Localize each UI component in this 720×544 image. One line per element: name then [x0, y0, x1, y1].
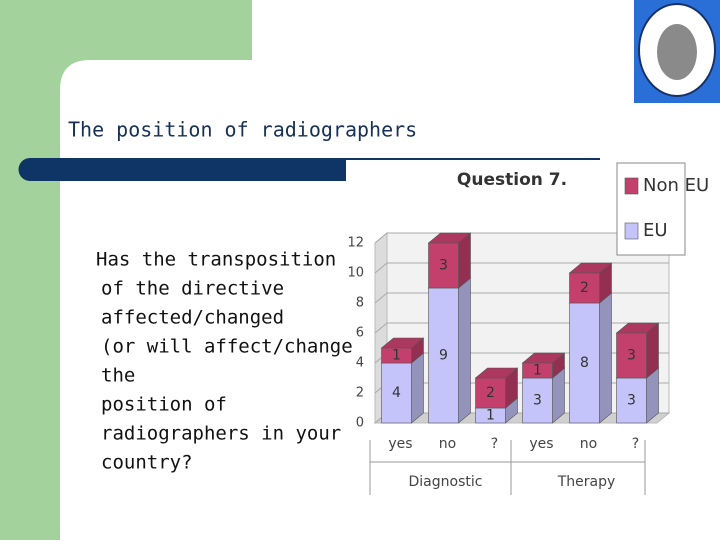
- x-tick-label: yes: [529, 436, 553, 452]
- logo-portrait: [657, 24, 697, 80]
- legend-swatch: [624, 222, 639, 240]
- y-tick-label: 8: [356, 296, 364, 311]
- slide-title: The position of radiographers: [68, 118, 417, 142]
- value-label: 1: [486, 408, 495, 424]
- grid-line: [374, 232, 669, 244]
- value-label: 4: [392, 385, 401, 401]
- chart-title: Question 7.: [457, 170, 567, 190]
- bar: [381, 347, 412, 364]
- value-label: 3: [627, 348, 636, 364]
- bar-side: [599, 292, 612, 424]
- y-tick-label: 12: [347, 236, 364, 251]
- legend-swatch: [624, 177, 639, 195]
- bar: [569, 272, 600, 304]
- bar: [522, 377, 553, 424]
- bar: [428, 242, 459, 289]
- value-label: 8: [580, 355, 589, 371]
- bar: [381, 362, 412, 424]
- bar: [569, 302, 600, 424]
- body-text: Has the transposition of the directive aff…: [96, 249, 353, 474]
- bar-side: [411, 352, 424, 424]
- x-tick-label: ?: [491, 436, 498, 452]
- bar: [522, 362, 553, 379]
- x-tick-label: yes: [388, 436, 412, 452]
- x-tick-label: no: [439, 436, 456, 452]
- bar: [616, 377, 647, 424]
- body-line: radiographers in your: [101, 423, 341, 445]
- value-label: 1: [533, 363, 542, 379]
- y-tick-label: 0: [356, 416, 364, 431]
- bar: [428, 287, 459, 424]
- grid-line: [374, 262, 669, 274]
- value-label: 2: [580, 280, 589, 296]
- body-line: country?: [101, 452, 193, 474]
- y-tick-label: 6: [356, 326, 364, 341]
- legend-label: Non EU: [643, 175, 709, 196]
- bar: [616, 332, 647, 379]
- value-label: 2: [486, 385, 495, 401]
- y-tick-label: 2: [356, 386, 364, 401]
- chart: Question 7.024681012yes41no93?12yes31no8…: [347, 162, 709, 495]
- body-line: affected/changed: [101, 307, 284, 329]
- green-strip: [0, 0, 60, 540]
- bar-side: [458, 277, 471, 424]
- value-label: 1: [392, 348, 401, 364]
- y-tick-label: 10: [347, 266, 364, 281]
- y-tick-label: 4: [356, 356, 364, 371]
- legend-label: EU: [643, 220, 668, 241]
- value-label: 9: [439, 348, 448, 364]
- value-label: 3: [627, 393, 636, 409]
- x-tick-label: ?: [632, 436, 639, 452]
- group-label: Therapy: [557, 474, 616, 490]
- body-line: the: [101, 365, 135, 387]
- body-line: Has the transposition: [96, 249, 336, 271]
- x-tick-label: no: [580, 436, 597, 452]
- slide-corner: [60, 60, 252, 540]
- body-line: of the directive: [101, 278, 284, 300]
- value-label: 3: [533, 393, 542, 409]
- body-line: position of: [101, 394, 227, 416]
- value-label: 3: [439, 258, 448, 274]
- group-label: Diagnostic: [409, 474, 483, 490]
- bar: [475, 377, 506, 409]
- body-line: (or will affect/change: [101, 336, 353, 358]
- title-bar: [18, 158, 601, 181]
